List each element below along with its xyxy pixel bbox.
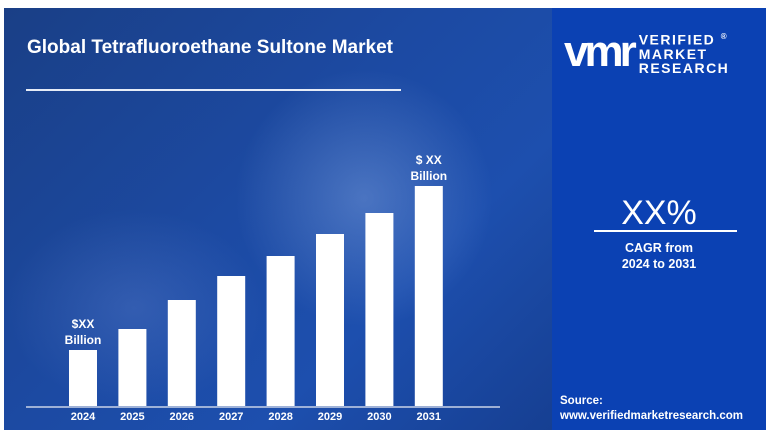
bar-2024 — [69, 350, 97, 406]
vmr-logo: vmr VERIFIED ® MARKET RESEARCH — [564, 30, 729, 75]
cagr-label-line2: 2024 to 2031 — [621, 257, 697, 271]
bar-2025 — [118, 329, 147, 406]
x-tick-label: 2030 — [367, 411, 391, 423]
source-url[interactable]: www.verifiedmarketresearch.com — [560, 410, 744, 422]
bar-2028 — [266, 256, 295, 406]
info-panel: vmr VERIFIED ® MARKET RESEARCH XX% CAGR … — [552, 8, 766, 430]
cagr-divider — [594, 230, 737, 232]
source-label: Source: — [560, 395, 603, 407]
x-tick-label: 2031 — [417, 411, 441, 423]
bar-chart: 2024 2025 2026 2027 2028 2029 2030 2031 $XX Billi… — [26, 153, 500, 423]
x-tick-label: 2025 — [120, 411, 144, 423]
x-tick-label: 2026 — [170, 411, 194, 423]
bar-2027 — [217, 276, 246, 406]
logo-line2: MARKET — [638, 45, 708, 62]
x-tick-label: 2024 — [71, 411, 96, 423]
title-divider — [26, 89, 401, 91]
cagr-label-line1: CAGR from — [624, 241, 694, 255]
source: Source: www.verifiedmarketresearch.com — [560, 394, 743, 424]
cagr-value: XX% — [621, 194, 697, 232]
chart-title: Global Tetrafluoroethane Sultone Market — [27, 37, 393, 58]
logo-line3: RESEARCH — [638, 59, 730, 76]
bar-2026 — [167, 300, 196, 406]
bar-2029 — [316, 234, 344, 406]
bar-2031 — [414, 186, 443, 406]
cagr-label: CAGR from 2024 to 2031 — [552, 240, 766, 272]
logo-mark: vmr — [564, 27, 637, 77]
logo-line1: VERIFIED — [638, 31, 716, 48]
bar-2030 — [365, 213, 394, 406]
x-tick-label: 2028 — [268, 411, 292, 423]
x-tick-label: 2029 — [318, 411, 342, 423]
registered-mark: ® — [720, 32, 729, 41]
data-label: $ XX — [416, 153, 442, 167]
data-label: $XX — [72, 317, 95, 331]
data-label: Billion — [410, 169, 447, 183]
data-label: Billion — [65, 333, 102, 347]
x-tick-label: 2027 — [219, 411, 243, 423]
